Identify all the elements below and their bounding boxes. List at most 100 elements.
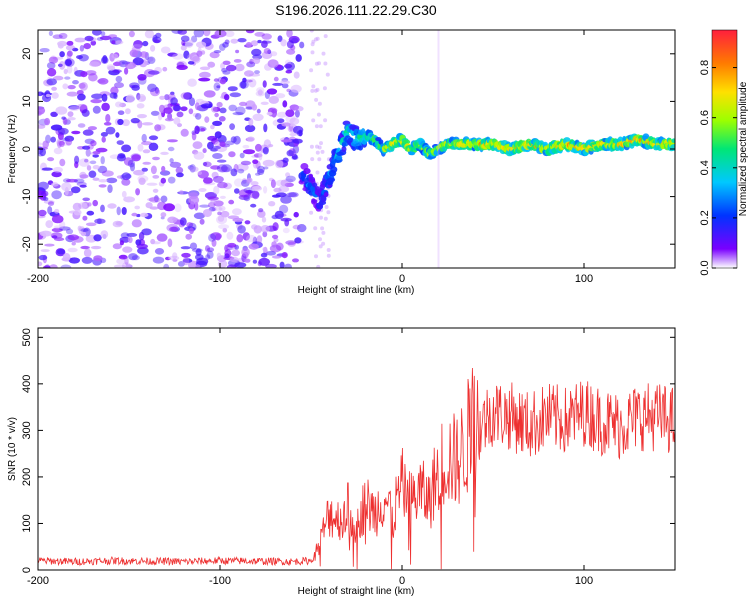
heatmap-cell — [64, 58, 75, 67]
heatmap-cell — [149, 196, 161, 203]
heatmap-cell — [191, 131, 197, 141]
heatmap-cell — [71, 130, 81, 135]
heatmap-cell — [323, 61, 328, 66]
heatmap-cell — [214, 112, 219, 118]
heatmap-cell — [284, 263, 292, 268]
heatmap-cell — [115, 40, 124, 45]
heatmap-cell — [62, 253, 71, 262]
heatmap-cell — [217, 215, 225, 222]
heatmap-cell — [60, 264, 72, 268]
heatmap-cell — [287, 241, 296, 247]
heatmap-cell — [41, 190, 49, 197]
heatmap-cell — [242, 144, 250, 149]
heatmap-cell — [319, 141, 323, 146]
heatmap-cell — [194, 102, 200, 111]
heatmap-cell — [121, 61, 131, 65]
heatmap-cell — [263, 48, 271, 54]
snr-x-ticks: -200 -100 0 100 — [27, 328, 593, 587]
heatmap-cell — [311, 39, 316, 44]
heatmap-cell — [155, 32, 162, 38]
heatmap-cell — [197, 170, 209, 179]
heatmap-cell — [257, 210, 266, 218]
heatmap-cell — [206, 250, 214, 259]
chart-title: S196.2026.111.22.29.C30 — [275, 2, 437, 18]
heatmap-cell — [174, 203, 182, 213]
heatmap-cell — [171, 30, 183, 34]
heatmap-cell — [67, 117, 76, 121]
heatmap-cell — [255, 172, 261, 176]
heatmap-cell — [52, 166, 64, 173]
heatmap-cell — [275, 159, 284, 169]
heatmap-cell — [261, 33, 272, 40]
heatmap-cell — [139, 51, 148, 58]
heatmap-cell — [130, 162, 135, 172]
heatmap-cell — [275, 242, 284, 251]
heatmap-cell — [129, 49, 139, 58]
heatmap-cell — [57, 140, 62, 149]
heatmap-cell — [142, 161, 151, 165]
heatmap-cell — [142, 40, 149, 47]
heatmap-cell — [39, 48, 50, 53]
heatmap-cell — [164, 117, 174, 122]
heatmap-cell — [121, 172, 131, 181]
heatmap-cell — [193, 151, 205, 160]
heatmap-artifact — [437, 30, 440, 268]
heatmap-cell — [291, 155, 299, 160]
heatmap-cell — [318, 124, 323, 129]
heatmap-cell — [237, 225, 246, 234]
heatmap-cell — [121, 144, 132, 153]
heatmap-cell — [294, 109, 300, 118]
heatmap-cell — [100, 156, 105, 165]
heatmap-cell — [290, 84, 302, 93]
heatmap-cell — [293, 71, 300, 79]
heatmap-cell — [160, 195, 168, 203]
heatmap-cell — [100, 204, 105, 213]
heatmap-cell — [79, 45, 85, 52]
heatmap-cell — [279, 204, 289, 214]
heatmap-cell — [148, 70, 160, 75]
heatmap-cell — [200, 103, 213, 109]
heatmap-cell — [286, 40, 294, 49]
heatmap-cell — [323, 118, 328, 123]
heatmap-cell — [135, 188, 141, 196]
heatmap-cell — [224, 30, 235, 37]
heatmap-cell — [172, 53, 184, 60]
heatmap-cell — [210, 200, 217, 204]
heatmap-cell — [64, 76, 71, 80]
heatmap-cell — [127, 236, 133, 244]
heatmap-cell — [213, 78, 219, 82]
heatmap-cell — [272, 82, 283, 86]
heatmap-cell — [135, 239, 142, 246]
heatmap-cell — [248, 73, 261, 77]
heatmap-cell — [248, 118, 254, 127]
heatmap-cell — [53, 225, 64, 230]
heatmap-cell — [212, 153, 223, 159]
heatmap-cell — [183, 92, 193, 100]
heatmap-cell — [59, 220, 66, 229]
heatmap-cell — [43, 196, 49, 202]
heatmap-cell — [256, 87, 265, 94]
heatmap-cell — [163, 263, 170, 268]
heatmap-cell — [111, 40, 116, 45]
heatmap-cell — [251, 186, 262, 191]
heatmap-cell — [86, 165, 92, 171]
heatmap-cell — [281, 122, 291, 127]
heatmap-cell — [136, 92, 141, 100]
heatmap-cell — [166, 139, 178, 143]
spectrogram-x-label: Height of straight line (km) — [298, 285, 415, 296]
heatmap-cell — [181, 252, 191, 258]
heatmap-cell — [92, 30, 102, 36]
heatmap-cell — [289, 104, 299, 111]
heatmap-cell — [156, 233, 168, 242]
heatmap-cell — [323, 192, 329, 197]
heatmap-cell — [228, 151, 236, 158]
heatmap-cell — [38, 124, 46, 129]
heatmap-cell — [180, 106, 188, 112]
heatmap-cell — [82, 215, 88, 221]
heatmap-cell — [242, 77, 247, 83]
heatmap-cell — [245, 234, 256, 243]
heatmap-cell — [50, 111, 58, 118]
heatmap-cell — [203, 90, 216, 98]
colorbar-tick-label: 0.4 — [699, 160, 711, 175]
